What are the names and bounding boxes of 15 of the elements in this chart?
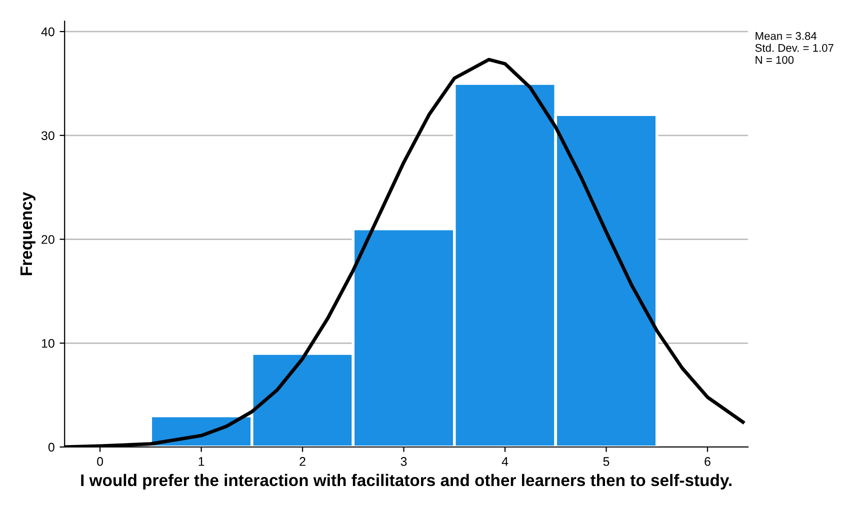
x-tick-label: 5 [603, 457, 610, 466]
y-tick-label: 20 [42, 235, 54, 244]
text: Mean = 3.84 Std. Dev. = 1.07 N = 100 [755, 32, 834, 64]
x-tick-label: 4 [502, 457, 508, 466]
y-tick-label: 10 [42, 338, 54, 348]
x-tick-label: 6 [704, 457, 710, 466]
x-tick-label: 2 [300, 457, 306, 466]
x-tick-label: 0 [97, 457, 104, 466]
y-axis-title: Frequency [20, 192, 36, 276]
x-tick-label: 3 [400, 457, 407, 466]
y-tick-label: 30 [41, 131, 54, 140]
x-tick-label: 1 [198, 457, 204, 466]
y-tick-label: 0 [48, 442, 54, 452]
y-tick-label: 40 [41, 27, 54, 36]
x-axis-title: I would prefer the interaction with facilitators and other learners then to self-study. [81, 474, 732, 490]
